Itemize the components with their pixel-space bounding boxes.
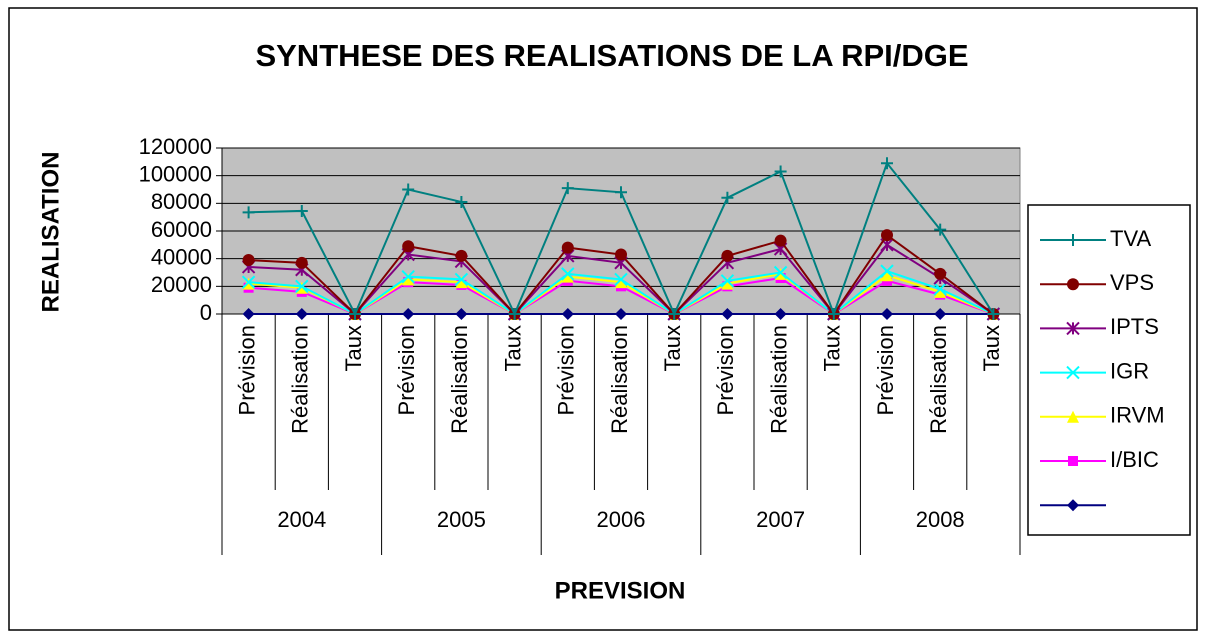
y-tick-label: 60000	[151, 217, 212, 242]
marker	[508, 308, 521, 320]
marker	[561, 182, 574, 195]
group-label: 2006	[597, 507, 646, 532]
marker	[615, 276, 627, 289]
y-tick-label: 80000	[151, 189, 212, 214]
marker	[934, 285, 947, 298]
x-tick-label: Taux	[341, 325, 366, 371]
marker	[615, 248, 627, 261]
marker	[295, 204, 308, 217]
group-label: 2007	[756, 507, 805, 532]
legend-label: IRVM	[1110, 403, 1165, 428]
marker	[774, 234, 787, 247]
legend-label: I/BIC	[1110, 447, 1159, 472]
marker	[881, 157, 893, 170]
y-tick-label: 100000	[139, 161, 212, 186]
marker	[773, 265, 788, 280]
x-tick-label: Taux	[660, 325, 685, 371]
x-tick-label: Prévision	[713, 325, 738, 415]
marker	[774, 165, 787, 178]
marker	[934, 223, 947, 236]
x-tick-label: Réalisation	[607, 325, 632, 434]
marker	[241, 275, 256, 289]
y-tick-label: 120000	[139, 134, 212, 159]
marker	[401, 269, 415, 284]
x-tick-label: Prévision	[554, 325, 579, 415]
marker	[934, 267, 947, 280]
marker	[933, 282, 947, 296]
marker	[295, 256, 308, 269]
marker	[721, 191, 734, 204]
marker	[720, 274, 735, 288]
marker	[668, 308, 681, 320]
marker	[402, 308, 415, 320]
marker	[455, 308, 468, 320]
marker	[561, 241, 574, 254]
x-tick-label: Prévision	[394, 325, 419, 415]
chart-title: SYNTHESE DES REALISATIONS DE LA RPI/DGE	[255, 38, 968, 73]
y-axis-label: REALISATION	[37, 152, 64, 313]
marker	[561, 308, 574, 320]
legend-marker	[1066, 365, 1080, 380]
marker	[615, 186, 627, 199]
marker	[614, 272, 628, 287]
x-tick-label: Taux	[820, 325, 845, 371]
marker	[987, 308, 1000, 320]
marker	[934, 308, 947, 320]
marker	[295, 308, 308, 320]
marker	[402, 183, 415, 196]
marker	[561, 270, 574, 283]
marker	[242, 308, 255, 320]
marker	[402, 240, 415, 253]
x-tick-label: Réalisation	[288, 325, 313, 434]
marker	[774, 308, 787, 320]
legend-label: IGR	[1110, 358, 1149, 383]
legend-marker	[1066, 321, 1080, 336]
marker	[454, 272, 469, 287]
y-tick-label: 20000	[151, 272, 212, 297]
legend-marker	[1067, 499, 1079, 512]
x-axis-label: PREVISION	[555, 577, 686, 604]
marker	[295, 279, 309, 294]
marker	[242, 206, 255, 219]
x-tick-label: Réalisation	[926, 325, 951, 434]
x-tick-label: Prévision	[234, 325, 259, 415]
marker	[721, 308, 734, 320]
marker	[721, 277, 734, 290]
legend-marker	[1068, 456, 1078, 466]
marker	[827, 308, 840, 320]
legend-label: IPTS	[1110, 314, 1159, 339]
marker	[881, 269, 893, 282]
group-label: 2005	[437, 507, 486, 532]
y-tick-label: 40000	[151, 244, 212, 269]
x-tick-label: Taux	[500, 325, 525, 371]
marker	[455, 195, 468, 208]
group-label: 2004	[277, 507, 326, 532]
x-tick-label: Prévision	[873, 325, 898, 415]
marker	[881, 308, 893, 320]
legend	[1027, 204, 1191, 536]
legend-marker	[1067, 410, 1079, 423]
marker	[881, 229, 893, 242]
marker	[242, 254, 255, 267]
chart-border	[8, 7, 1198, 631]
y-tick-label: 0	[200, 300, 212, 325]
legend-label: VPS	[1110, 270, 1154, 295]
marker	[455, 276, 468, 289]
group-label: 2008	[916, 507, 965, 532]
marker	[455, 249, 468, 262]
legend-marker	[1067, 234, 1079, 246]
x-tick-label: Réalisation	[447, 325, 472, 434]
marker	[349, 308, 361, 320]
marker	[402, 273, 415, 286]
x-tick-label: Taux	[979, 325, 1004, 371]
marker	[561, 267, 575, 281]
marker	[615, 308, 627, 320]
legend-marker	[1067, 278, 1079, 291]
marker	[880, 264, 894, 278]
legend-label: TVA	[1110, 226, 1151, 251]
x-tick-label: Réalisation	[766, 325, 791, 434]
marker	[721, 249, 734, 262]
